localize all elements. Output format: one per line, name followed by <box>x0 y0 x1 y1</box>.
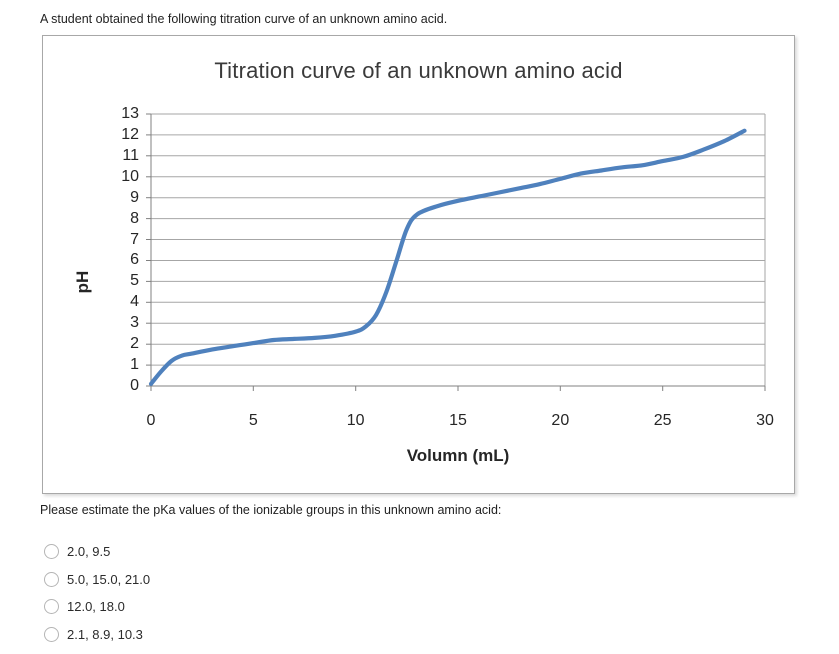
x-axis-tick-label: 30 <box>756 412 774 429</box>
answer-options-list: 2.0, 9.5 5.0, 15.0, 21.0 12.0, 18.0 2.1, 8.… <box>44 544 150 654</box>
x-axis-tick-label: 10 <box>346 412 365 429</box>
answer-option-label: 5.0, 15.0, 21.0 <box>67 571 151 587</box>
y-axis-tick-label: 10 <box>121 167 139 185</box>
y-axis-tick-label: 0 <box>130 377 139 394</box>
y-axis-tick-label: 13 <box>121 105 139 122</box>
radio-button-icon[interactable] <box>44 626 59 642</box>
answer-option[interactable]: 12.0, 18.0 <box>44 599 150 614</box>
question-prompt: A student obtained the following titrati… <box>40 12 448 26</box>
y-axis-tick-label: 2 <box>130 335 139 353</box>
chart-title: Titration curve of an unknown amino acid <box>214 58 623 83</box>
x-axis-tick-label: 25 <box>653 412 672 429</box>
question-text: Please estimate the pKa values of the io… <box>40 503 502 517</box>
answer-option-label: 2.0, 9.5 <box>67 544 111 559</box>
answer-option[interactable]: 2.1, 8.9, 10.3 <box>44 626 150 642</box>
answer-option-label: 12.0, 18.0 <box>67 599 125 614</box>
radio-button-icon[interactable] <box>44 544 59 559</box>
titration-curve-svg <box>146 113 766 391</box>
x-axis-tick-label: 20 <box>551 412 570 429</box>
y-axis-tick-label: 8 <box>130 209 139 227</box>
answer-option[interactable]: 5.0, 15.0, 21.0 <box>44 571 151 587</box>
chart-panel: Titration curve of an unknown amino acid… <box>42 35 795 494</box>
y-axis-tick-label: 3 <box>130 314 139 332</box>
y-axis-tick-label: 11 <box>122 146 139 164</box>
y-axis-tick-label: 9 <box>130 188 139 206</box>
answer-option-label: 2.1, 8.9, 10.3 <box>67 626 143 642</box>
y-axis-tick-label: 7 <box>130 230 139 248</box>
x-axis-tick-label: 5 <box>248 412 258 429</box>
x-axis-title: Volumn (mL) <box>406 446 510 465</box>
y-axis-tick-label: 6 <box>130 251 139 269</box>
y-axis-tick-label: 1 <box>130 356 139 374</box>
x-axis-tick-label: 0 <box>146 412 156 429</box>
titration-curve-line <box>148 128 747 386</box>
y-axis-tick-label: 5 <box>130 272 139 290</box>
y-axis-tick-label: 12 <box>121 125 139 143</box>
radio-button-icon[interactable] <box>44 599 59 614</box>
y-axis-title: pH <box>73 270 92 294</box>
radio-button-icon[interactable] <box>44 571 59 587</box>
y-axis-tick-label: 4 <box>130 293 139 311</box>
x-axis-tick-label: 15 <box>449 412 467 429</box>
answer-option[interactable]: 2.0, 9.5 <box>44 544 150 559</box>
